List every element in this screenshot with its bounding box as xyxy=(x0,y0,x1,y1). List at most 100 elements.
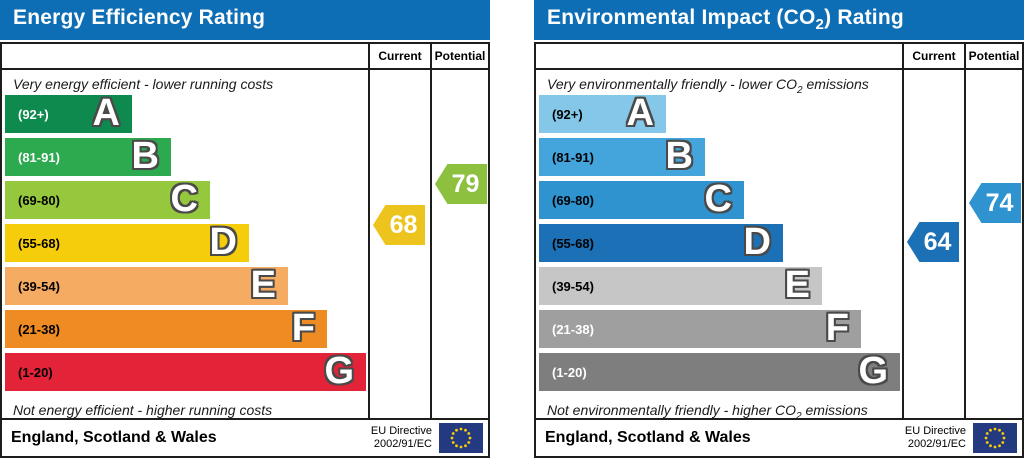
bottom-caption-pre: Not environmentally friendly - higher CO xyxy=(547,402,796,418)
bottom-caption: Not environmentally friendly - higher CO… xyxy=(536,396,902,422)
band-letter: D xyxy=(743,221,771,264)
potential-rating-marker: 74 xyxy=(969,183,1021,223)
eu-directive-label: EU Directive 2002/91/EC xyxy=(371,425,432,451)
band-a: (92+) A xyxy=(539,92,666,135)
chart-area: Very environmentally friendly - lower CO… xyxy=(536,70,902,422)
header-spacer xyxy=(2,44,368,68)
band-letter: E xyxy=(250,264,276,307)
environmental-impact-panel: Environmental Impact (CO2) Rating Curren… xyxy=(534,0,1024,458)
header-spacer xyxy=(536,44,902,68)
panel-title-bar: Environmental Impact (CO2) Rating xyxy=(534,0,1024,40)
band-g: (1-20) G xyxy=(5,350,366,393)
band-e: (39-54) E xyxy=(539,264,822,307)
band-range-label: (81-91) xyxy=(18,149,60,165)
current-rating-marker: 68 xyxy=(373,205,425,245)
table-body: Very environmentally friendly - lower CO… xyxy=(536,70,1022,422)
band-range-label: (1-20) xyxy=(18,364,53,380)
band-c: (69-80) C xyxy=(5,178,210,221)
region-label: England, Scotland & Wales xyxy=(11,429,217,446)
band-range-label: (21-38) xyxy=(552,321,594,337)
top-caption: Very environmentally friendly - lower CO… xyxy=(536,70,902,96)
band-letter: F xyxy=(291,307,315,350)
band-g: (1-20) G xyxy=(539,350,900,393)
eu-directive-line2: 2002/91/EC xyxy=(907,438,966,450)
band-a: (92+) A xyxy=(5,92,132,135)
potential-rating-value: 74 xyxy=(985,188,1014,217)
band-letter: E xyxy=(784,264,810,307)
band-range-label: (39-54) xyxy=(552,278,594,294)
panel-title: Energy Efficiency Rating xyxy=(13,6,265,33)
current-column: 68 xyxy=(368,70,430,418)
band-range-label: (69-80) xyxy=(18,192,60,208)
panel-title-pre: Energy Efficiency Rating xyxy=(13,6,266,30)
band-letter: A xyxy=(92,92,120,135)
rating-bands: (92+) A (81-91) B (69-80) C (55-68) D (39-54… xyxy=(2,92,368,396)
top-caption-pre: Very energy efficient - lower running co… xyxy=(13,76,274,92)
band-c: (69-80) C xyxy=(539,180,744,219)
eu-directive-line2: 2002/91/EC xyxy=(373,438,432,450)
panel-footer: England, Scotland & Wales EU Directive 20… xyxy=(536,418,1022,456)
band-b: (81-91) B xyxy=(539,135,705,178)
eu-directive-line1: EU Directive xyxy=(904,424,966,437)
band-letter: D xyxy=(209,221,237,264)
band-letter: B xyxy=(665,135,693,178)
current-column: 64 xyxy=(902,70,964,418)
band-range-label: (39-54) xyxy=(18,278,60,294)
eu-directive-label: EU Directive 2002/91/EC xyxy=(905,425,966,451)
region-label: England, Scotland & Wales xyxy=(545,429,751,446)
band-range-label: (55-68) xyxy=(552,235,594,251)
table-body: Very energy efficient - lower running co… xyxy=(2,70,488,418)
bottom-caption-post: emissions xyxy=(801,402,868,418)
rating-table: Current Potential Very environmentally f… xyxy=(534,42,1024,458)
band-range-label: (21-38) xyxy=(18,321,60,337)
band-letter: G xyxy=(324,350,354,393)
eu-flag-icon xyxy=(973,423,1017,453)
panel-footer: England, Scotland & Wales EU Directive 20… xyxy=(2,418,488,456)
rating-bands: (92+) A (81-91) B (69-80) C (55-68) D (39-54… xyxy=(536,92,902,396)
current-column-header: Current xyxy=(902,44,964,68)
band-e: (39-54) E xyxy=(5,264,288,307)
band-f: (21-38) F xyxy=(539,307,861,350)
panel-title-sub: 2 xyxy=(815,16,825,34)
band-range-label: (92+) xyxy=(18,106,49,122)
band-b: (81-91) B xyxy=(5,135,171,178)
eu-directive-line1: EU Directive xyxy=(370,424,432,437)
band-range-label: (55-68) xyxy=(18,235,60,251)
band-letter: F xyxy=(825,307,849,350)
potential-column-header: Potential xyxy=(964,44,1022,68)
current-rating-value: 68 xyxy=(389,210,418,239)
bottom-caption-pre: Not energy efficient - higher running co… xyxy=(13,402,273,418)
table-header-row: Current Potential xyxy=(2,44,488,70)
top-caption-sub: 2 xyxy=(797,84,803,96)
band-letter: C xyxy=(170,178,198,221)
panel-title-bar: Energy Efficiency Rating xyxy=(0,0,490,40)
potential-column: 79 xyxy=(430,70,488,418)
band-range-label: (69-80) xyxy=(552,192,594,208)
potential-column: 74 xyxy=(964,70,1022,418)
band-letter: G xyxy=(858,350,888,393)
band-d: (55-68) D xyxy=(5,221,249,264)
top-caption: Very energy efficient - lower running co… xyxy=(2,70,368,95)
current-column-header: Current xyxy=(368,44,430,68)
panel-title: Environmental Impact (CO2) Rating xyxy=(547,6,904,33)
energy-efficiency-panel: Energy Efficiency Rating Current Potenti… xyxy=(0,0,490,458)
eu-flag-icon xyxy=(439,423,483,453)
band-range-label: (1-20) xyxy=(552,364,587,380)
potential-rating-marker: 79 xyxy=(435,164,487,204)
panel-title-pre: Environmental Impact (CO xyxy=(547,6,816,30)
band-range-label: (81-91) xyxy=(552,149,594,165)
band-letter: A xyxy=(626,92,654,135)
potential-column-header: Potential xyxy=(430,44,488,68)
rating-table: Current Potential Very energy efficient … xyxy=(0,42,490,458)
current-rating-value: 64 xyxy=(923,227,952,256)
band-f: (21-38) F xyxy=(5,307,327,350)
potential-rating-value: 79 xyxy=(451,169,480,198)
table-header-row: Current Potential xyxy=(536,44,1022,70)
current-rating-marker: 64 xyxy=(907,222,959,262)
band-range-label: (92+) xyxy=(552,106,583,122)
chart-area: Very energy efficient - lower running co… xyxy=(2,70,368,418)
panel-title-post: ) Rating xyxy=(824,6,904,30)
bottom-caption: Not energy efficient - higher running co… xyxy=(2,396,368,422)
band-letter: B xyxy=(131,135,159,178)
